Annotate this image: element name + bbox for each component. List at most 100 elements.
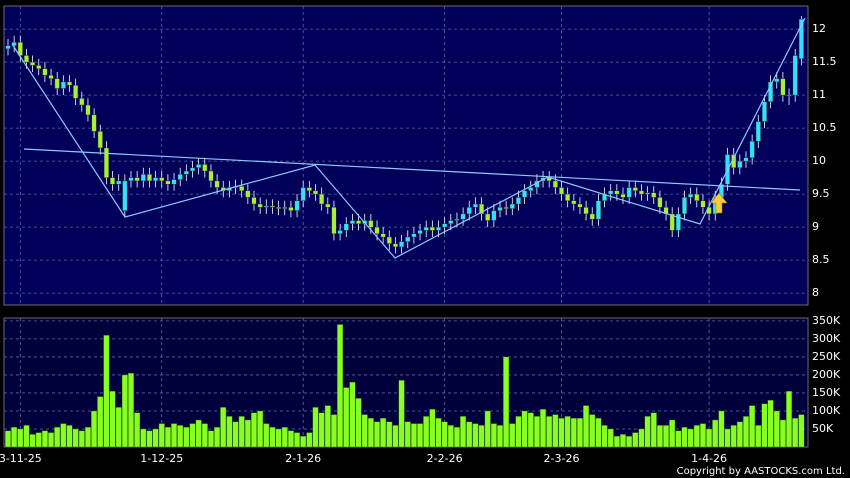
- candle-body: [614, 190, 620, 195]
- candle-body: [42, 68, 48, 76]
- volume-bar: [736, 421, 743, 448]
- volume-bar: [164, 426, 171, 448]
- volume-bar: [263, 423, 270, 448]
- candle-body: [638, 190, 644, 195]
- candle-body: [60, 81, 66, 89]
- volume-bar: [712, 419, 719, 448]
- y-tick-label: 11.5: [812, 55, 837, 68]
- volume-bar: [171, 423, 178, 448]
- volume-bar: [324, 405, 331, 448]
- volume-bar: [447, 425, 454, 448]
- volume-bar: [681, 426, 688, 448]
- volume-bar: [398, 380, 405, 448]
- volume-bar: [23, 425, 30, 448]
- volume-bar: [343, 387, 350, 448]
- candle-body: [743, 157, 749, 162]
- volume-bar: [294, 432, 301, 448]
- volume-bar: [103, 335, 110, 448]
- volume-bar: [337, 324, 344, 448]
- zigzag-line: [11, 17, 806, 259]
- volume-bar: [423, 416, 430, 448]
- candle-body: [749, 141, 755, 159]
- y-tick-label: 100K: [812, 404, 841, 417]
- candle-body: [368, 220, 374, 228]
- y-tick-label: 10.5: [812, 121, 837, 134]
- volume-bar: [435, 417, 442, 448]
- volume-bar: [238, 416, 245, 448]
- candle-body: [189, 167, 195, 172]
- volume-bar: [650, 412, 657, 448]
- candle-body: [146, 174, 152, 182]
- volume-bar: [207, 430, 214, 448]
- candle-body: [515, 197, 521, 205]
- volume-bar: [72, 428, 79, 448]
- candle-body: [657, 197, 663, 208]
- candle-body: [208, 170, 214, 182]
- candle-body: [768, 81, 774, 102]
- volume-bar: [749, 405, 756, 448]
- volume-bar: [773, 410, 780, 448]
- y-tick-label: 10: [812, 154, 826, 167]
- volume-bar: [718, 410, 725, 448]
- volume-bar: [392, 425, 399, 448]
- volume-bar: [115, 407, 122, 448]
- candle-body: [282, 207, 288, 209]
- candle-body: [565, 193, 571, 201]
- candle-body: [177, 174, 183, 180]
- candle-body: [798, 19, 804, 60]
- candle-body: [399, 241, 405, 248]
- volume-bar: [121, 374, 128, 448]
- candle-body: [688, 193, 694, 198]
- volume-bar: [201, 423, 208, 448]
- candle-body: [786, 94, 792, 97]
- candle-body: [79, 98, 85, 106]
- candle-body: [491, 210, 497, 221]
- candle-body: [608, 190, 614, 195]
- candle-body: [755, 121, 761, 142]
- volume-bar: [478, 425, 485, 448]
- candle-body: [380, 233, 386, 238]
- volume-bar: [60, 423, 67, 448]
- candle-body: [632, 187, 638, 192]
- candle-body: [675, 213, 681, 231]
- candle-body: [134, 177, 140, 182]
- candle-body: [626, 187, 632, 198]
- candle-body: [11, 42, 17, 46]
- y-tick-label: 300K: [812, 332, 841, 345]
- candle-body: [503, 207, 509, 209]
- volume-bar: [503, 356, 510, 448]
- candle-body: [522, 190, 528, 198]
- candle-body: [583, 207, 589, 215]
- volume-bar: [632, 432, 639, 448]
- volume-bar: [515, 416, 522, 448]
- candle-body: [30, 61, 36, 66]
- y-tick-label: 9: [812, 220, 819, 233]
- volume-bar: [66, 425, 73, 448]
- candle-body: [276, 207, 282, 209]
- volume-bar: [546, 416, 553, 448]
- candle-body: [700, 200, 706, 208]
- volume-bar: [35, 432, 42, 448]
- volume-bar: [497, 425, 504, 448]
- volume-bar: [626, 435, 633, 448]
- volume-bar: [663, 425, 670, 448]
- y-tick-label: 12: [812, 22, 826, 35]
- y-tick-label: 350K: [812, 314, 841, 327]
- volume-bar: [244, 419, 251, 448]
- candle-body: [737, 160, 743, 168]
- candle-body: [97, 131, 103, 149]
- candle-body: [288, 207, 294, 211]
- candle-body: [374, 226, 380, 234]
- candle-body: [411, 233, 417, 238]
- volume-bar: [78, 430, 85, 448]
- volume-bar: [570, 417, 577, 448]
- x-tick-label: 2-3-26: [544, 452, 580, 465]
- volume-bar: [220, 407, 227, 448]
- volume-bar: [779, 419, 786, 448]
- candle-body: [103, 147, 109, 178]
- volume-bar: [361, 414, 368, 448]
- volume-bar: [4, 430, 11, 448]
- candle-body: [454, 218, 460, 221]
- candle-body: [429, 226, 435, 231]
- candle-body: [85, 104, 91, 116]
